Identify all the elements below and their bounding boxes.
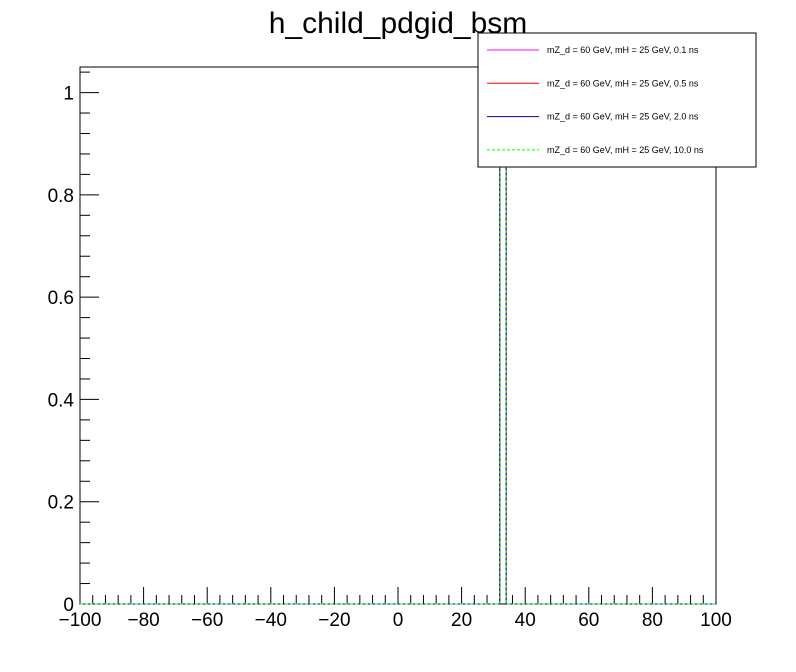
legend-label: mZ_d = 60 GeV, mH = 25 GeV, 0.1 ns: [547, 45, 699, 55]
x-tick-label: −60: [191, 610, 223, 631]
x-tick-labels: −100 −80 −60 −40 −20 0 20 40 60 80 100: [59, 610, 732, 631]
x-tick-label: 60: [578, 610, 599, 631]
series-line: [80, 92, 716, 605]
x-tick-label: 0: [393, 610, 404, 631]
y-tick-label: 0.2: [48, 493, 74, 514]
x-tick-label: 80: [642, 610, 663, 631]
x-tick-label: 100: [700, 610, 732, 631]
series-line: [80, 92, 716, 605]
legend-label: mZ_d = 60 GeV, mH = 25 GeV, 10.0 ns: [547, 145, 704, 155]
x-tick-label: −20: [318, 610, 350, 631]
x-tick-label: −80: [127, 610, 159, 631]
x-tick-label: −40: [255, 610, 287, 631]
y-tick-label: 1: [63, 84, 74, 105]
series-line: [80, 92, 716, 605]
legend-box: [477, 32, 757, 168]
axis-ticks: [79, 71, 717, 605]
legend-entries: mZ_d = 60 GeV, mH = 25 GeV, 0.1 ns mZ_d =…: [487, 45, 704, 155]
x-tick-label: −100: [59, 610, 102, 631]
x-tick-label: 20: [451, 610, 472, 631]
y-tick-label: 0.4: [48, 390, 75, 411]
legend-label: mZ_d = 60 GeV, mH = 25 GeV, 0.5 ns: [547, 78, 699, 88]
y-tick-labels: 0 0.2 0.4 0.6 0.8 1: [48, 84, 75, 616]
y-tick-label: 0: [63, 595, 74, 616]
series-line: [80, 92, 716, 605]
x-tick-label: 40: [515, 610, 536, 631]
y-tick-label: 0.8: [48, 186, 74, 207]
legend: mZ_d = 60 GeV, mH = 25 GeV, 0.1 ns mZ_d =…: [477, 32, 757, 168]
legend-label: mZ_d = 60 GeV, mH = 25 GeV, 2.0 ns: [547, 112, 699, 122]
series-group: [80, 92, 716, 605]
y-tick-label: 0.6: [48, 288, 74, 309]
